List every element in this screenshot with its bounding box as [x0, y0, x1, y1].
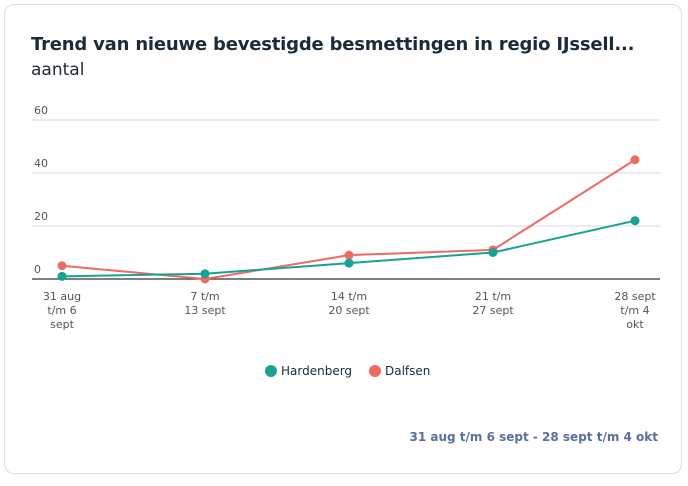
date-range-label: 31 aug t/m 6 sept - 28 sept t/m 4 okt [409, 430, 658, 444]
series-line-hardenberg [61, 219, 636, 278]
legend-marker-hardenberg[interactable] [265, 365, 277, 377]
legend-label-hardenberg[interactable]: Hardenberg [281, 364, 352, 378]
x-tick-label: 31 aug t/m 6 sept [43, 290, 81, 331]
y-tick-label: 40 [34, 157, 48, 170]
data-point-dalfsen [344, 250, 354, 260]
legend-marker-dalfsen[interactable] [369, 365, 381, 377]
data-point-hardenberg [200, 269, 210, 279]
chart-title: Trend van nieuwe bevestigde besmettingen… [31, 34, 635, 55]
chart-subtitle: aantal [31, 60, 85, 80]
x-tick-label: 14 t/m 20 sept [328, 290, 370, 317]
x-tick-label: 7 t/m 13 sept [184, 290, 226, 317]
data-point-hardenberg [344, 258, 354, 268]
y-tick-label: 20 [34, 210, 48, 223]
data-point-dalfsen [57, 261, 67, 271]
data-point-hardenberg [488, 248, 498, 257]
data-point-hardenberg [57, 271, 67, 281]
data-point-dalfsen [630, 155, 640, 165]
x-tick-label: 28 sept t/m 4 okt [614, 290, 656, 331]
x-tick-label: 21 t/m 27 sept [472, 290, 514, 317]
chart-card [4, 4, 682, 474]
data-point-hardenberg [630, 216, 640, 226]
legend-label-dalfsen[interactable]: Dalfsen [385, 364, 430, 378]
y-tick-label: 0 [34, 263, 41, 276]
y-tick-label: 60 [34, 104, 48, 117]
